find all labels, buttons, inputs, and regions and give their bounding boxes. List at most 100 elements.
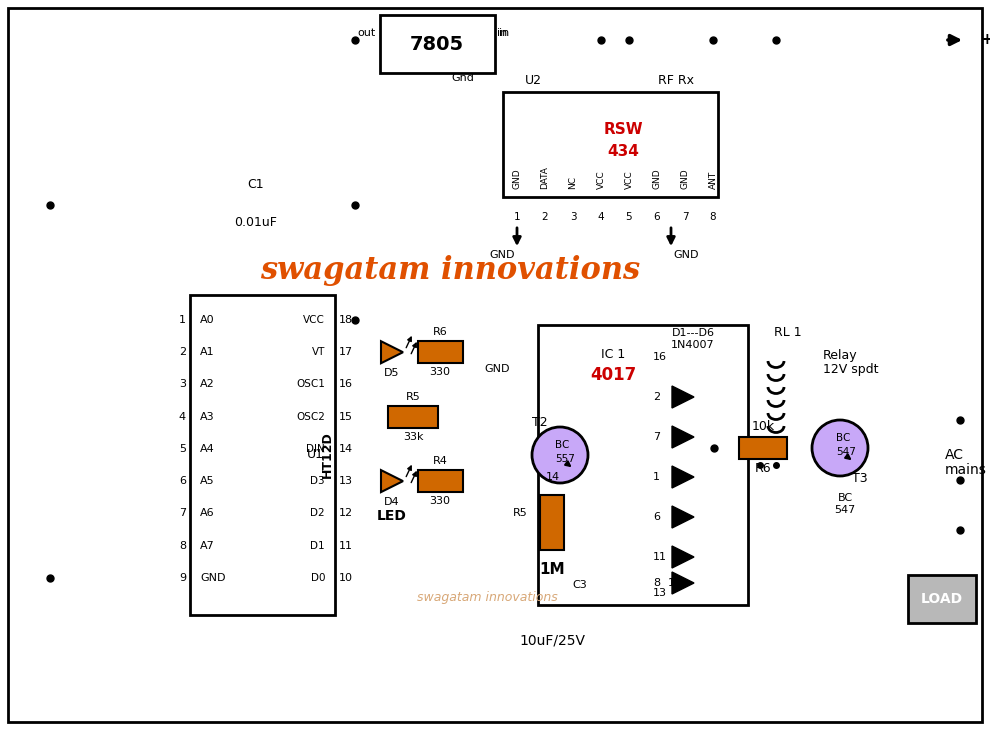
Text: RSW: RSW — [603, 123, 643, 137]
Text: A5: A5 — [200, 476, 215, 486]
Text: 557: 557 — [555, 454, 575, 464]
Text: U1: U1 — [307, 448, 324, 461]
Text: R5: R5 — [513, 508, 528, 518]
Text: 330: 330 — [430, 496, 450, 506]
Text: DATA: DATA — [541, 166, 549, 189]
Text: OSC1: OSC1 — [296, 380, 325, 389]
Text: 4: 4 — [179, 412, 186, 422]
Text: GND: GND — [652, 169, 661, 189]
Text: 3: 3 — [569, 212, 576, 222]
Text: 10: 10 — [339, 573, 353, 583]
Text: 1: 1 — [514, 212, 521, 222]
Bar — [190, 295, 335, 615]
Text: 12: 12 — [339, 508, 353, 518]
Text: GND: GND — [484, 364, 510, 374]
Text: C3: C3 — [572, 580, 587, 590]
Text: VCC: VCC — [625, 170, 634, 189]
Circle shape — [812, 420, 868, 476]
Text: RF Rx: RF Rx — [658, 74, 694, 86]
Text: 434: 434 — [607, 145, 639, 159]
Polygon shape — [381, 470, 403, 492]
Text: LOAD: LOAD — [921, 592, 963, 606]
Text: in: in — [497, 28, 507, 38]
Text: AC: AC — [945, 448, 964, 462]
Text: A6: A6 — [200, 508, 215, 518]
Text: 547: 547 — [836, 447, 856, 457]
Text: 1N4007: 1N4007 — [671, 340, 715, 350]
Bar — [540, 495, 564, 550]
Bar — [380, 15, 495, 73]
Bar — [388, 406, 438, 428]
Text: 33k: 33k — [403, 431, 424, 442]
Text: swagatam innovations: swagatam innovations — [417, 591, 557, 604]
Text: 547: 547 — [835, 505, 855, 515]
Text: 7: 7 — [682, 212, 688, 222]
Text: C1: C1 — [248, 179, 264, 191]
Text: 15: 15 — [668, 578, 682, 588]
Text: VCC: VCC — [303, 315, 325, 325]
Text: 2: 2 — [542, 212, 548, 222]
Text: ANT: ANT — [709, 171, 718, 189]
Polygon shape — [672, 572, 694, 594]
Text: VT: VT — [312, 347, 325, 357]
Text: D3: D3 — [311, 476, 325, 486]
Text: NC: NC — [568, 176, 577, 189]
Text: D2: D2 — [311, 508, 325, 518]
Text: A3: A3 — [200, 412, 215, 422]
Text: 8: 8 — [179, 540, 186, 550]
Text: D4: D4 — [384, 497, 400, 507]
Text: 16: 16 — [653, 352, 667, 362]
Text: R6: R6 — [433, 327, 447, 337]
Text: BC: BC — [838, 493, 852, 503]
Text: 17: 17 — [339, 347, 353, 357]
Polygon shape — [672, 386, 694, 408]
Text: 2: 2 — [653, 392, 660, 402]
Text: RL 1: RL 1 — [774, 326, 802, 339]
Text: 13: 13 — [653, 588, 667, 598]
Text: 2: 2 — [179, 347, 186, 357]
Text: 3: 3 — [179, 380, 186, 389]
Text: BC: BC — [555, 440, 569, 450]
Text: 7: 7 — [179, 508, 186, 518]
Text: A1: A1 — [200, 347, 215, 357]
Text: in: in — [499, 28, 509, 38]
Bar — [538, 325, 748, 605]
Text: R4: R4 — [433, 456, 447, 466]
Text: VCC: VCC — [597, 170, 606, 189]
Text: GND: GND — [200, 573, 226, 583]
Text: 0.01uF: 0.01uF — [235, 215, 277, 228]
Text: 4017: 4017 — [590, 366, 637, 384]
Text: IC 1: IC 1 — [601, 348, 625, 361]
Text: GND: GND — [673, 250, 699, 260]
Polygon shape — [672, 426, 694, 448]
Bar — [418, 470, 463, 492]
Text: mains: mains — [945, 463, 987, 477]
Text: DIN: DIN — [306, 444, 325, 454]
Text: 4: 4 — [598, 212, 604, 222]
Text: 5: 5 — [626, 212, 633, 222]
Text: 7: 7 — [653, 432, 660, 442]
Text: D1---D6: D1---D6 — [671, 328, 715, 338]
Text: 15: 15 — [339, 412, 353, 422]
Text: 13: 13 — [339, 476, 353, 486]
Polygon shape — [381, 341, 403, 364]
Text: A2: A2 — [200, 380, 215, 389]
Text: Relay: Relay — [823, 348, 857, 361]
Text: 6: 6 — [653, 212, 660, 222]
Text: 14: 14 — [339, 444, 353, 454]
Polygon shape — [672, 466, 694, 488]
Text: 1: 1 — [653, 472, 660, 482]
Circle shape — [532, 427, 588, 483]
Text: 10k: 10k — [751, 420, 774, 432]
Text: A4: A4 — [200, 444, 215, 454]
Text: T2: T2 — [533, 417, 547, 429]
Text: 1: 1 — [179, 315, 186, 325]
Text: 330: 330 — [430, 367, 450, 377]
Polygon shape — [672, 506, 694, 528]
Text: A7: A7 — [200, 540, 215, 550]
Text: 11: 11 — [339, 540, 353, 550]
Text: 6: 6 — [179, 476, 186, 486]
Text: 18: 18 — [339, 315, 353, 325]
Text: 6: 6 — [653, 512, 660, 522]
Text: LED: LED — [377, 509, 407, 523]
